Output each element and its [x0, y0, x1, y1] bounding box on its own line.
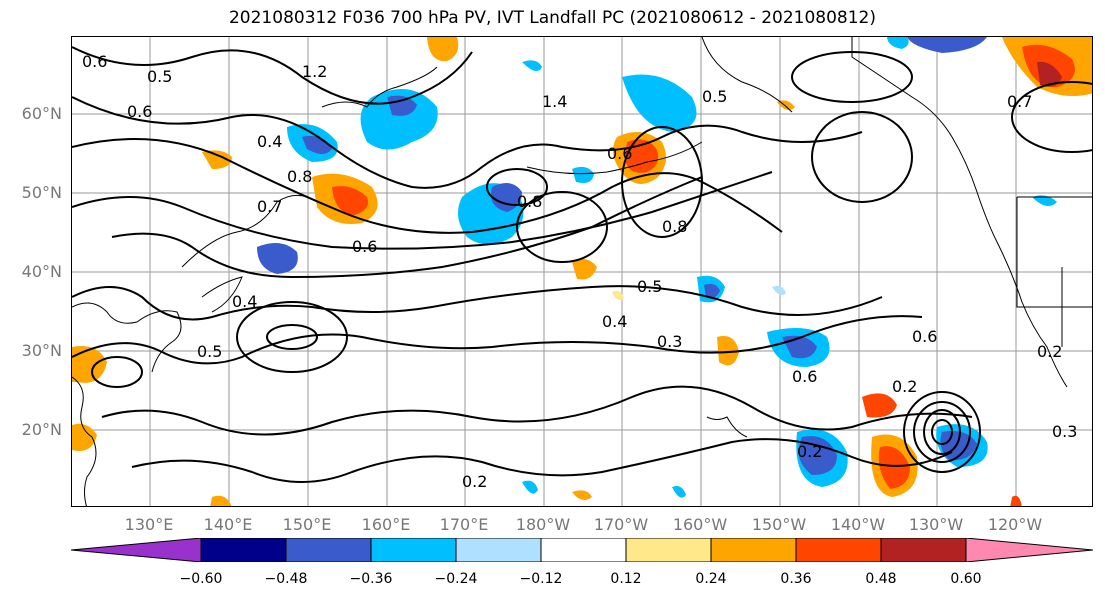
map-canvas: 0.6 0.5 1.2 1.4 0.5 0.6 0.4 0.8 0.7 0.6 … — [72, 37, 1092, 506]
colorbar-tick-label: −0.24 — [434, 571, 478, 587]
lon-label: 150°W — [751, 515, 807, 534]
colorbar-tick-label: 0.12 — [610, 571, 642, 587]
contour-label: 0.2 — [462, 472, 487, 491]
lat-label-40n: 40°N — [21, 262, 62, 281]
map-panel: 0.6 0.5 1.2 1.4 0.5 0.6 0.4 0.8 0.7 0.6 … — [71, 36, 1093, 507]
colorbar-tick-label: 0.60 — [950, 571, 982, 587]
contour-label: 0.8 — [287, 167, 312, 186]
colorbar-segment — [965, 538, 1093, 562]
colorbar-tick-label: 0.36 — [780, 571, 812, 587]
colorbar-tick-label: −0.12 — [519, 571, 563, 587]
contour-label: 0.6 — [792, 367, 817, 386]
colorbar-segment — [285, 538, 372, 562]
lat-label-30n: 30°N — [21, 341, 62, 360]
anomaly-shading — [72, 37, 1092, 506]
colorbar-segment — [795, 538, 882, 562]
contour-label: 0.5 — [147, 67, 172, 86]
contour-label: 1.2 — [302, 62, 327, 81]
lon-label: 140°W — [830, 515, 886, 534]
lon-label: 150°E — [282, 515, 332, 534]
contour-label: 0.2 — [1037, 342, 1062, 361]
lon-label: 170°W — [593, 515, 649, 534]
colorbar-segment — [71, 538, 202, 562]
colorbar — [71, 538, 1093, 562]
colorbar-tick-label: 0.48 — [865, 571, 897, 587]
colorbar-segment — [370, 538, 457, 562]
contour-label: 0.7 — [1007, 92, 1032, 111]
colorbar-segment — [540, 538, 627, 562]
colorbar-segment — [200, 538, 287, 562]
lat-label-50n: 50°N — [21, 183, 62, 202]
colorbar-segment — [625, 538, 712, 562]
contour-label: 0.4 — [602, 312, 627, 331]
colorbar-tick-label: −0.60 — [179, 571, 223, 587]
lon-label: 120°W — [987, 515, 1043, 534]
contour-label: 0.7 — [257, 197, 282, 216]
contour-label: 0.6 — [82, 52, 107, 71]
contour-label: 1.4 — [542, 92, 567, 111]
colorbar-tick-label: −0.48 — [264, 571, 308, 587]
contour-label: 0.5 — [702, 87, 727, 106]
contour-label: 0.3 — [1052, 422, 1077, 441]
contour-label: 0.6 — [607, 144, 632, 163]
lon-label: 180°W — [515, 515, 571, 534]
contour-label: 0.5 — [637, 277, 662, 296]
colorbar-segments — [71, 538, 1093, 562]
contour-label: 0.3 — [657, 332, 682, 351]
colorbar-tick-label: −0.36 — [349, 571, 393, 587]
contour-label: 0.8 — [517, 192, 542, 211]
contour-label: 0.4 — [257, 132, 282, 151]
lon-label: 160°W — [672, 515, 728, 534]
lon-label: 140°E — [203, 515, 253, 534]
coastlines — [72, 37, 1092, 506]
contour-label: 0.6 — [127, 102, 152, 121]
lon-label: 130°E — [124, 515, 174, 534]
colorbar-segment — [880, 538, 967, 562]
contour-label: 0.8 — [662, 217, 687, 236]
lon-label: 130°W — [908, 515, 964, 534]
map-title: 2021080312 F036 700 hPa PV, IVT Landfall… — [228, 8, 876, 28]
contour-label: 0.6 — [912, 327, 937, 346]
lon-label: 170°E — [439, 515, 489, 534]
pv-contours — [72, 46, 1092, 483]
lon-label: 160°E — [361, 515, 411, 534]
contour-label: 0.2 — [892, 377, 917, 396]
contour-label: 0.2 — [797, 442, 822, 461]
contour-label: 0.5 — [197, 342, 222, 361]
colorbar-segment — [710, 538, 797, 562]
lat-label-60n: 60°N — [21, 104, 62, 123]
colorbar-tick-label: 0.24 — [695, 571, 727, 587]
lat-label-20n: 20°N — [21, 420, 62, 439]
colorbar-segment — [455, 538, 542, 562]
contour-label: 0.6 — [352, 237, 377, 256]
contour-label: 0.4 — [232, 292, 257, 311]
contour-labels: 0.6 0.5 1.2 1.4 0.5 0.6 0.4 0.8 0.7 0.6 … — [82, 52, 1077, 491]
